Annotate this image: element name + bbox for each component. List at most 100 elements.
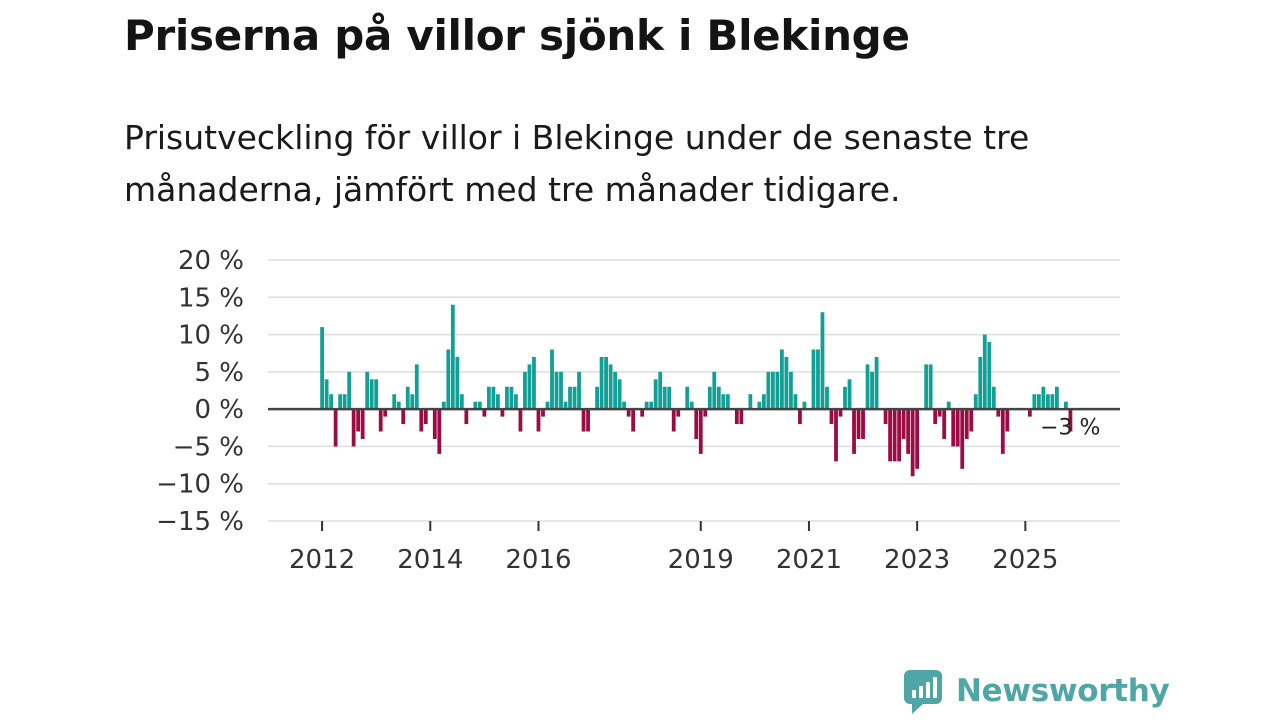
bar [964, 409, 969, 439]
bar [464, 409, 469, 425]
bar [455, 356, 460, 410]
bar [550, 349, 554, 410]
bar [780, 349, 784, 410]
bar [946, 401, 951, 410]
bar [703, 409, 708, 417]
bar [1041, 386, 1046, 410]
newsworthy-logo-icon [904, 670, 942, 714]
bar [329, 394, 334, 410]
bar [554, 371, 559, 410]
bar [369, 379, 374, 410]
bar [342, 394, 347, 410]
bar [689, 401, 694, 410]
bar [1000, 409, 1005, 454]
bar [838, 409, 843, 417]
chart-subtitle: Prisutveckling för villor i Blekinge und… [124, 118, 1030, 209]
bar [644, 401, 649, 410]
bar [365, 371, 370, 410]
bar [572, 386, 577, 410]
bar [707, 386, 712, 410]
bar [581, 409, 586, 432]
bar [392, 394, 397, 410]
bar [915, 409, 920, 469]
bar [505, 386, 509, 410]
bar [793, 394, 798, 410]
bar [559, 371, 563, 410]
latest-value-label: −3 % [1040, 416, 1100, 441]
bar [874, 356, 879, 410]
bar [640, 409, 645, 417]
bar [694, 409, 699, 439]
bar [883, 409, 888, 425]
y-tick-label: −5 % [173, 432, 244, 462]
bar [347, 371, 352, 410]
bar [396, 401, 401, 410]
x-tick-label: 2012 [289, 545, 355, 575]
bar [721, 394, 726, 410]
y-tick-label: 5 % [194, 358, 244, 388]
bar [960, 409, 965, 469]
bar [937, 409, 942, 417]
bar [685, 386, 690, 410]
bar [1045, 394, 1050, 410]
bar [491, 386, 496, 410]
bar [789, 371, 793, 410]
bar [933, 409, 938, 425]
bar [649, 401, 654, 410]
bar [487, 386, 491, 410]
bar [825, 386, 829, 410]
bar [725, 394, 730, 410]
brand-name: Newsworthy [956, 673, 1170, 709]
bar [608, 364, 613, 410]
bar [423, 409, 428, 425]
bar [333, 409, 338, 447]
bar [437, 409, 442, 454]
bar [987, 342, 992, 410]
bar [897, 409, 902, 462]
bar [351, 409, 356, 447]
bar [536, 409, 541, 432]
bar [996, 409, 1001, 417]
bar [622, 401, 627, 410]
bar [320, 327, 324, 410]
y-tick-label: 15 % [178, 283, 244, 313]
bar [1032, 394, 1037, 410]
bar [356, 409, 361, 432]
bar [775, 371, 780, 410]
bar [734, 409, 739, 425]
x-tick-label: 2016 [505, 545, 571, 575]
bar [802, 401, 807, 410]
x-tick-label: 2023 [884, 545, 950, 575]
bar [631, 409, 636, 432]
bar [843, 386, 847, 410]
bar [653, 379, 658, 410]
bar [338, 394, 343, 410]
bar [671, 409, 676, 432]
brand-logo[interactable]: Newsworthy [902, 668, 1170, 714]
bar [982, 334, 987, 410]
x-tick-label: 2021 [776, 545, 842, 575]
bar [716, 386, 721, 410]
bar [496, 394, 500, 410]
bar [419, 409, 424, 432]
bar [761, 394, 766, 410]
bar [1050, 394, 1055, 410]
bar [784, 356, 789, 410]
bar [924, 364, 929, 410]
bar [771, 371, 775, 410]
bar [676, 409, 681, 417]
bar [527, 364, 532, 410]
bar [446, 349, 451, 410]
bar [477, 401, 482, 410]
bar [712, 371, 717, 410]
bar [829, 409, 834, 425]
bar [383, 409, 388, 417]
bar [1055, 386, 1059, 410]
bar [613, 371, 618, 410]
bar [450, 304, 455, 410]
y-tick-label: −15 % [156, 507, 244, 537]
bar [509, 386, 514, 410]
bar [568, 386, 572, 410]
y-tick-label: 10 % [178, 321, 244, 351]
bar [1036, 394, 1041, 410]
